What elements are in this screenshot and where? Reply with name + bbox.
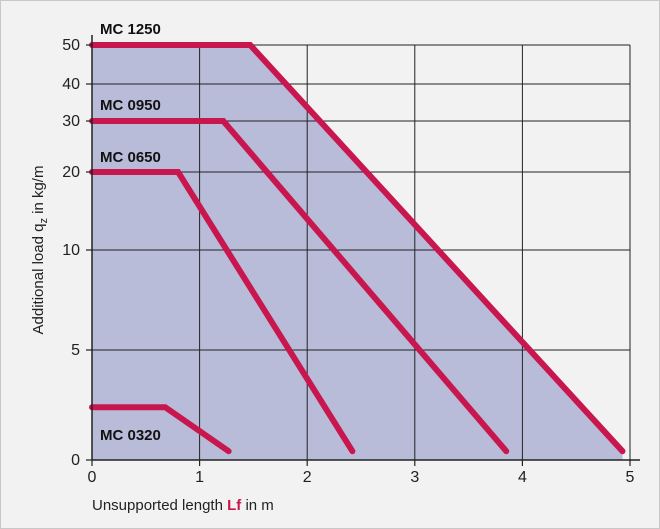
envelope-fill bbox=[92, 45, 623, 460]
y-tick-label: 5 bbox=[71, 342, 80, 359]
y-axis-title-subscript: z bbox=[38, 218, 50, 224]
y-axis-title-text: Additional load q bbox=[30, 224, 47, 335]
x-axis-title-highlight: Lf bbox=[227, 497, 242, 514]
x-axis-title-text: Unsupported length bbox=[92, 497, 227, 514]
x-tick-label: 5 bbox=[626, 469, 635, 486]
series-lines bbox=[89, 42, 626, 455]
envelope-area bbox=[92, 45, 623, 460]
series-line-mc-0650 bbox=[89, 169, 356, 455]
series-label-mc-0320: MC 0320 bbox=[100, 427, 161, 444]
x-tick-label: 2 bbox=[303, 469, 312, 486]
x-tick-label: 0 bbox=[88, 469, 97, 486]
y-tick-label: 40 bbox=[62, 76, 80, 93]
y-tick-label: 50 bbox=[62, 37, 80, 54]
x-tick-label: 4 bbox=[518, 469, 527, 486]
series-line-mc-0950 bbox=[89, 118, 510, 455]
y-axis-title: Additional load qz in kg/m bbox=[30, 166, 50, 335]
y-tick-label: 20 bbox=[62, 164, 80, 181]
series-label-mc-1250: MC 1250 bbox=[100, 21, 161, 38]
series-line-mc-0320 bbox=[89, 404, 232, 455]
y-tick-label: 0 bbox=[71, 452, 80, 469]
y-axis-title-unit: in kg/m bbox=[30, 166, 47, 219]
y-tick-label: 10 bbox=[62, 242, 80, 259]
series-line-mc-1250 bbox=[89, 42, 626, 455]
x-tick-label: 1 bbox=[195, 469, 204, 486]
axes bbox=[86, 35, 640, 466]
y-tick-label: 30 bbox=[62, 113, 80, 130]
x-axis-title-unit: in m bbox=[241, 497, 274, 514]
series-label-mc-0650: MC 0650 bbox=[100, 149, 161, 166]
x-tick-label: 3 bbox=[410, 469, 419, 486]
series-label-mc-0950: MC 0950 bbox=[100, 97, 161, 114]
x-axis-title: Unsupported length Lf in m bbox=[92, 497, 274, 514]
